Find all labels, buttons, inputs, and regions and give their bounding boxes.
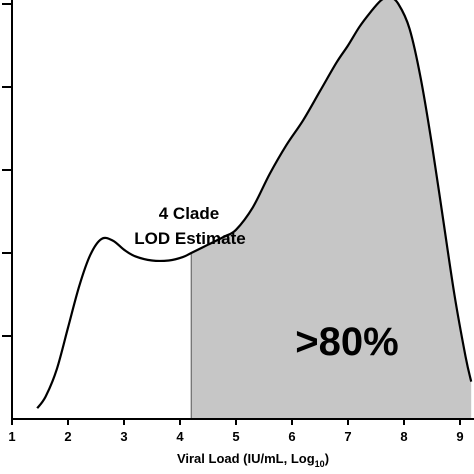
- lod-annotation-line1: 4 Clade: [159, 204, 219, 223]
- shaded-percentage-label: >80%: [295, 320, 398, 364]
- x-axis-title: Viral Load (IU/mL, Log10): [177, 451, 329, 469]
- x-tick-label: 4: [176, 429, 184, 444]
- x-tick-label: 3: [120, 429, 127, 444]
- lod-annotation-line2: LOD Estimate: [134, 229, 245, 248]
- x-tick-label: 8: [400, 429, 407, 444]
- x-tick-label: 1: [8, 429, 15, 444]
- x-tick-label: 6: [288, 429, 295, 444]
- x-tick-label: 5: [232, 429, 239, 444]
- x-axis-ticks: 1 2 3 4 5 6 7 8 9: [8, 419, 464, 444]
- y-axis-ticks: [2, 3, 12, 337]
- x-tick-label: 9: [456, 429, 463, 444]
- x-tick-label: 2: [64, 429, 71, 444]
- x-tick-label: 7: [344, 429, 351, 444]
- viral-load-density-curve: [36, 0, 473, 409]
- shaded-area-above-lod: [191, 0, 472, 419]
